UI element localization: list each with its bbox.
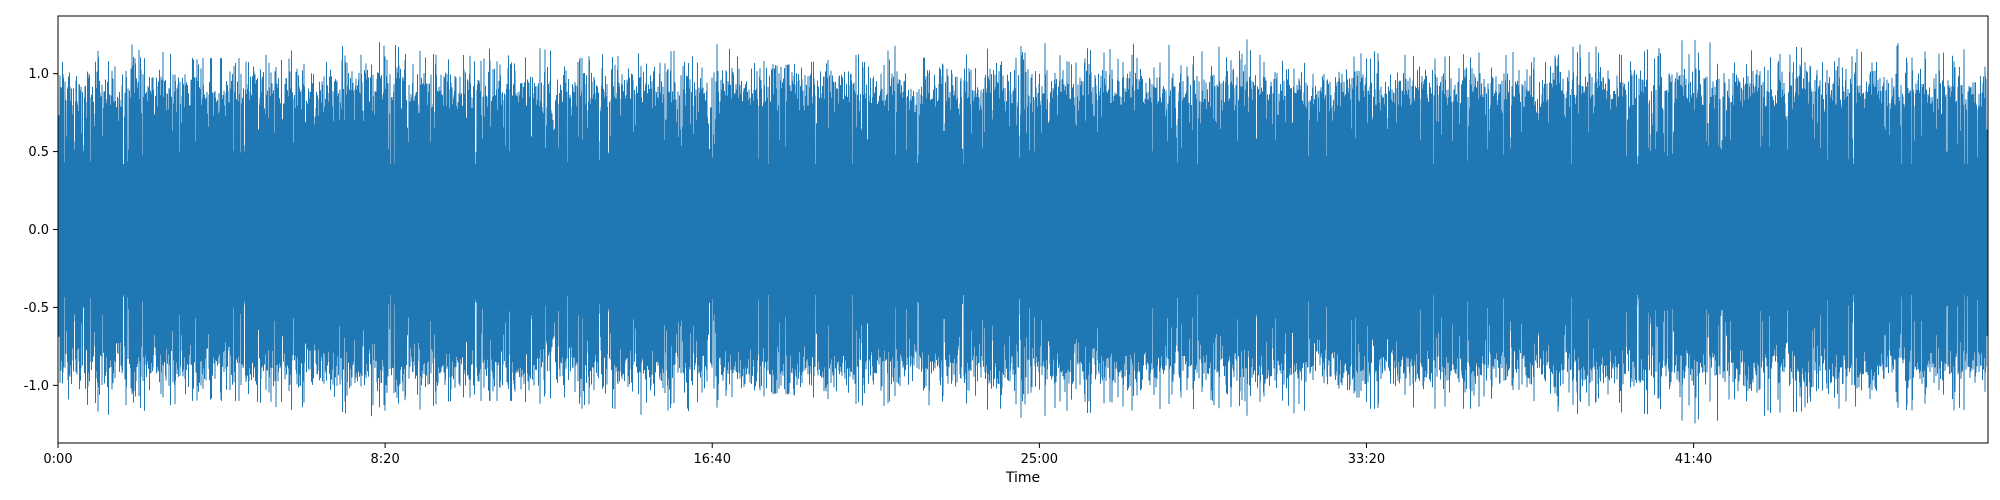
x-tick-label: 25:00 xyxy=(1021,452,1058,467)
y-tick-label: -0.5 xyxy=(24,301,49,316)
x-axis: 0:00 8:20 16:40 25:00 33:20 41:40 xyxy=(43,443,1712,467)
x-tick-label: 8:20 xyxy=(371,452,400,467)
x-axis-label: Time xyxy=(1005,470,1040,486)
y-axis: 1.0 0.5 0.0 -0.5 -1.0 xyxy=(24,67,58,394)
x-tick-label: 33:20 xyxy=(1348,452,1385,467)
y-tick-label: 0.0 xyxy=(28,223,49,238)
waveform-series xyxy=(58,39,1988,424)
x-tick-label: 0:00 xyxy=(43,452,72,467)
y-tick-label: 1.0 xyxy=(28,67,49,82)
y-tick-label: -1.0 xyxy=(24,379,49,394)
y-tick-label: 0.5 xyxy=(28,145,49,160)
x-tick-label: 16:40 xyxy=(694,452,731,467)
x-tick-label: 41:40 xyxy=(1675,452,1712,467)
waveform-dense-core xyxy=(58,164,1988,295)
